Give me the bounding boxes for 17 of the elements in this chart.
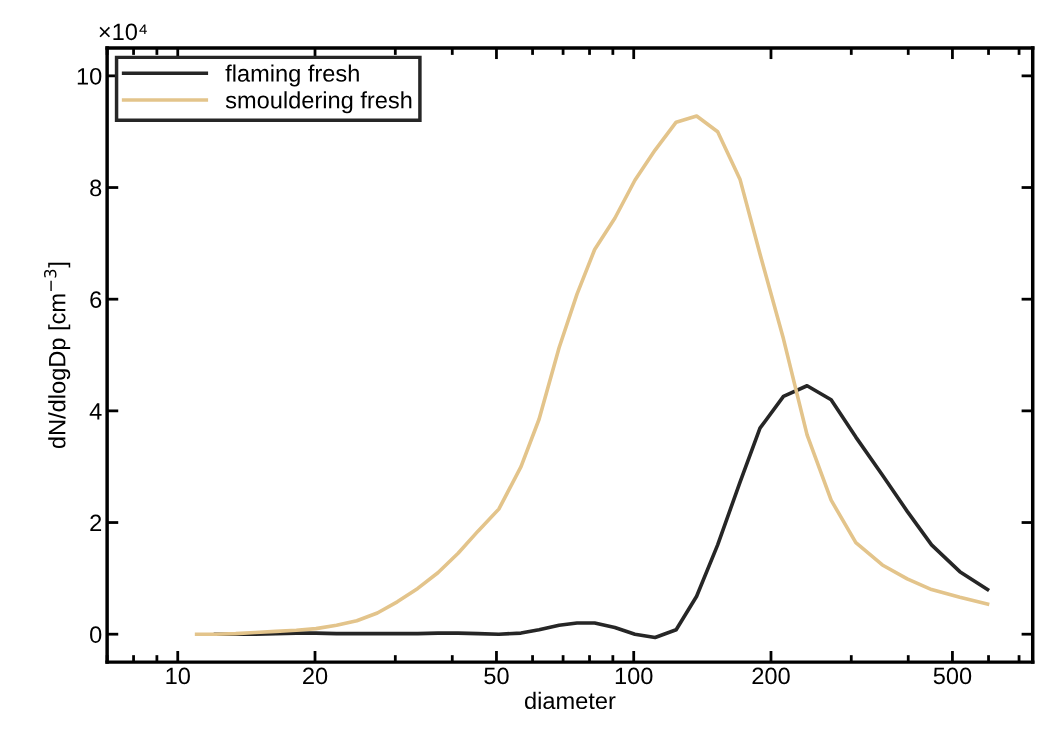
y-tick-label: 10 (77, 67, 102, 85)
y-tick-label: 8 (90, 179, 102, 197)
y-axis-title: dN/dlogDp [cm$^{−3}$] (44, 262, 71, 449)
y-tick-label: 6 (90, 291, 102, 308)
y-tick-label: 4 (89, 403, 102, 420)
legend-label: flaming fresh (225, 64, 359, 87)
x-axis-title: diameter (524, 691, 616, 710)
legend-label: smouldering fresh (225, 91, 412, 114)
text: ×10⁴ (99, 23, 147, 41)
x-tick-label: 50 (484, 667, 509, 685)
y-tick-label: 2 (90, 514, 102, 532)
x-tick-label: 200 (752, 667, 790, 685)
x-tick-label: 500 (933, 667, 972, 685)
x-tick-label: 20 (303, 667, 328, 685)
x-tick-label: 10 (166, 667, 190, 685)
x-tick-label: 100 (615, 667, 653, 685)
y-tick-label: 0 (90, 626, 102, 643)
